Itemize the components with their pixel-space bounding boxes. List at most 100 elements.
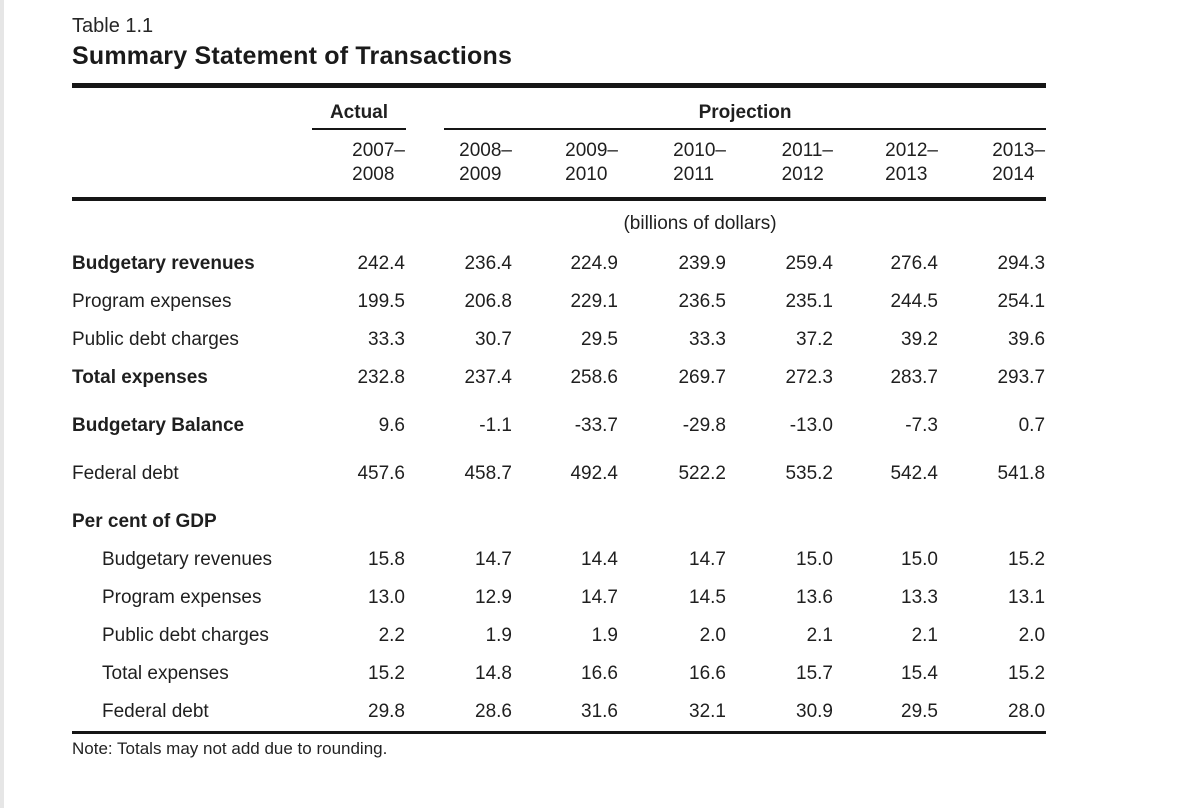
value-cell: 1.9 [485, 625, 512, 647]
value-cell: -7.3 [905, 415, 938, 437]
value-cell: 15.8 [368, 549, 405, 571]
value-cell [312, 503, 406, 541]
value-cell [513, 503, 619, 541]
value-cell: 259.4 [785, 253, 833, 275]
value-cell: -1.1 [479, 415, 512, 437]
value-cell: 535.2 [785, 463, 833, 485]
row-label: Federal debt [72, 463, 179, 485]
table-number: Table 1.1 [72, 15, 154, 37]
value-cell: 1.9 [591, 625, 618, 647]
year-column-header: 2012– 2013 [834, 129, 939, 202]
row-spacer [72, 397, 1046, 407]
section-header-row: Per cent of GDP [72, 503, 1046, 541]
value-cell: 16.6 [689, 663, 726, 685]
table-footnote: Note: Totals may not add due to rounding… [72, 739, 388, 759]
actual-column-group-header: Actual [312, 85, 406, 130]
transactions-table: Actual Projection 2007– 2008 2008– 2009 2009… [72, 82, 1047, 732]
value-cell: 31.6 [581, 701, 618, 723]
value-cell: 14.7 [689, 549, 726, 571]
value-cell: 2.2 [378, 625, 405, 647]
units-row-spacer [72, 199, 312, 245]
value-cell: 236.5 [678, 291, 726, 313]
value-cell: 39.6 [1008, 329, 1046, 351]
value-cell: 239.9 [678, 253, 726, 275]
group-header-spacer [72, 85, 312, 130]
year-column-header: 2007– 2008 [312, 129, 406, 202]
value-cell: 15.2 [368, 663, 405, 685]
value-cell: 2.1 [911, 625, 938, 647]
value-cell [834, 503, 939, 541]
value-cell: 492.4 [570, 463, 618, 485]
value-cell: 458.7 [464, 463, 512, 485]
table-row: Federal debt 457.6 458.7 492.4 522.2 535.2 542… [72, 455, 1046, 493]
table-row: Program expenses 13.0 12.9 14.7 14.5 13.6 13.3… [72, 579, 1046, 617]
value-cell: 28.6 [475, 701, 512, 723]
value-cell: 229.1 [570, 291, 618, 313]
value-cell: 0.7 [1018, 415, 1046, 437]
value-cell: 2.0 [699, 625, 726, 647]
row-label: Program expenses [72, 291, 232, 313]
value-cell: 28.0 [1008, 701, 1046, 723]
row-label: Budgetary revenues [102, 549, 273, 571]
value-cell [619, 503, 727, 541]
units-row: (billions of dollars) [72, 199, 1046, 245]
value-cell: 14.5 [689, 587, 726, 609]
value-cell: -29.8 [682, 415, 726, 437]
actual-label: Actual [312, 102, 406, 130]
value-cell: 236.4 [464, 253, 512, 275]
table-bottom-rule [72, 731, 1046, 735]
row-label: Federal debt [102, 701, 209, 723]
value-cell: 269.7 [678, 367, 726, 389]
projection-column-group-header: Projection [406, 85, 1047, 130]
year-header-row: 2007– 2008 2008– 2009 2009– 2010 2010– 2011 2011… [72, 129, 1047, 202]
value-cell: 15.0 [796, 549, 833, 571]
row-label: Public debt charges [72, 329, 239, 351]
value-cell: 2.1 [806, 625, 833, 647]
table-row: Program expenses 199.5 206.8 229.1 236.5 235.… [72, 283, 1046, 321]
value-cell: 15.2 [1008, 549, 1046, 571]
value-cell: 293.7 [997, 367, 1046, 389]
year-column-header: 2009– 2010 [513, 129, 619, 202]
value-cell: 15.7 [796, 663, 833, 685]
value-cell: 14.7 [475, 549, 512, 571]
table-row: Public debt charges 2.2 1.9 1.9 2.0 2.1 2.1 2.0 [72, 617, 1046, 655]
scan-page-edge [0, 0, 4, 808]
row-label: Per cent of GDP [72, 511, 217, 533]
row-label: Budgetary Balance [72, 415, 245, 437]
table-row: Public debt charges 33.3 30.7 29.5 33.3 37.2 3… [72, 321, 1046, 359]
value-cell: 39.2 [901, 329, 938, 351]
value-cell: 33.3 [368, 329, 405, 351]
table-row: Total expenses 15.2 14.8 16.6 16.6 15.7 15.4 15… [72, 655, 1046, 693]
row-spacer [72, 445, 1046, 455]
value-cell: 541.8 [997, 463, 1046, 485]
value-cell [727, 503, 834, 541]
value-cell: 244.5 [890, 291, 938, 313]
units-note: (billions of dollars) [623, 213, 777, 235]
table-title: Summary Statement of Transactions [72, 42, 513, 70]
value-cell: 29.5 [581, 329, 618, 351]
table-row: Total expenses 232.8 237.4 258.6 269.7 272.3 2… [72, 359, 1046, 397]
value-cell: 272.3 [785, 367, 833, 389]
value-cell: 283.7 [890, 367, 938, 389]
row-label: Budgetary revenues [72, 253, 255, 275]
value-cell: 242.4 [357, 253, 405, 275]
value-cell: 224.9 [570, 253, 618, 275]
value-cell: 237.4 [464, 367, 512, 389]
table-row: Budgetary Balance 9.6 -1.1 -33.7 -29.8 -13.0 -… [72, 407, 1046, 445]
value-cell: 12.9 [475, 587, 512, 609]
value-cell: 14.4 [581, 549, 618, 571]
value-cell: 14.8 [475, 663, 512, 685]
value-cell: 37.2 [796, 329, 833, 351]
value-cell: 258.6 [570, 367, 618, 389]
row-label: Total expenses [102, 663, 229, 685]
row-label: Total expenses [72, 367, 208, 389]
value-cell: 276.4 [890, 253, 938, 275]
row-label: Public debt charges [102, 625, 269, 647]
value-cell: 29.8 [368, 701, 405, 723]
value-cell: 294.3 [997, 253, 1046, 275]
value-cell: 206.8 [464, 291, 512, 313]
value-cell [406, 503, 513, 541]
value-cell: 13.6 [796, 587, 833, 609]
value-cell: 13.0 [368, 587, 405, 609]
year-column-header: 2013– 2014 [939, 129, 1047, 202]
